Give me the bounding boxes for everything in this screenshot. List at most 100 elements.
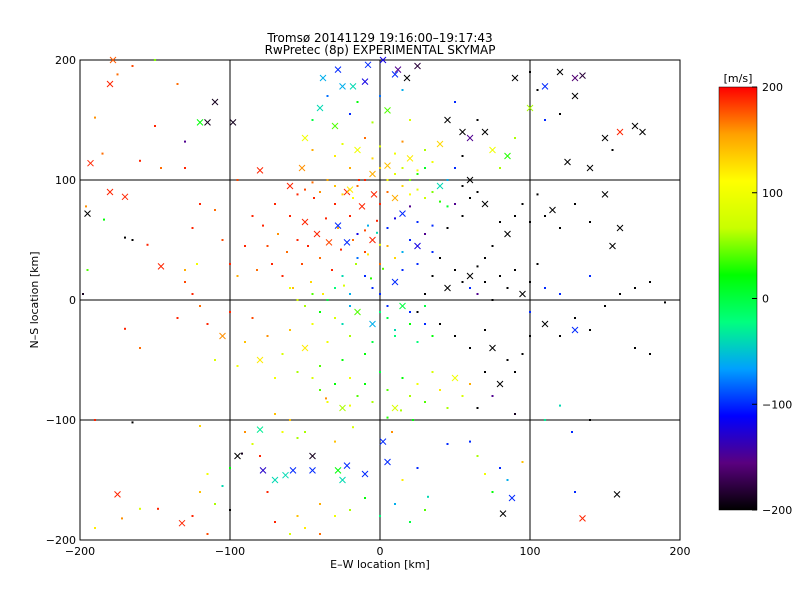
data-point-dot: [379, 167, 381, 169]
data-point-dot: [431, 335, 434, 337]
data-point-dot: [382, 267, 384, 270]
data-point-dot: [319, 311, 321, 313]
data-point-cross: [256, 167, 264, 174]
data-point-cross: [571, 92, 579, 100]
data-point-dot: [536, 193, 539, 196]
data-point-dot: [319, 257, 321, 259]
data-point-dot: [649, 281, 651, 283]
data-point-dot: [86, 269, 89, 271]
colorbar: [m/s] 200 100 0 −100 −200: [718, 72, 792, 517]
x-tick-label: −100: [215, 545, 245, 558]
data-point-dot: [499, 275, 501, 277]
data-point-dot: [352, 197, 354, 199]
data-point-dot: [439, 323, 441, 325]
data-point-cross: [325, 239, 333, 246]
data-point-dot: [229, 467, 231, 469]
data-point-dot: [341, 275, 344, 277]
data-point-dot: [160, 167, 162, 169]
data-point-dot: [355, 263, 357, 265]
data-point-dot: [322, 293, 324, 295]
data-point-dot: [139, 347, 141, 349]
colorbar-tick-label: 0: [762, 293, 769, 306]
data-point-cross: [571, 74, 579, 82]
data-point-dot: [394, 257, 396, 259]
data-point-cross: [394, 66, 402, 73]
data-point-dot: [454, 101, 456, 103]
data-point-cross: [229, 119, 237, 126]
data-point-cross: [459, 128, 466, 136]
data-point-cross: [549, 206, 556, 214]
data-point-dot: [431, 191, 434, 193]
data-point-cross: [369, 236, 376, 244]
data-point-dot: [424, 401, 426, 403]
data-point-cross: [196, 119, 204, 126]
data-point-dot: [311, 293, 314, 295]
data-point-dot: [274, 203, 276, 205]
chart-subtitle: RwPretec (8p) EXPERIMENTAL SKYMAP: [265, 43, 496, 57]
data-point-dot: [491, 245, 494, 247]
data-point-cross: [106, 80, 114, 88]
data-point-dot: [529, 221, 531, 223]
data-point-dot: [484, 473, 486, 475]
data-point-dot: [461, 281, 464, 283]
data-point-cross: [489, 146, 496, 154]
data-point-cross: [519, 290, 526, 298]
data-point-dot: [266, 245, 269, 247]
data-point-dot: [289, 419, 291, 421]
data-point-dot: [101, 152, 104, 155]
data-point-dot: [469, 287, 471, 289]
data-point-dot: [394, 503, 396, 505]
data-point-dot: [191, 227, 194, 229]
data-point-dot: [311, 149, 314, 151]
data-point-dot: [386, 191, 389, 193]
data-point-dot: [266, 491, 269, 493]
data-point-dot: [401, 377, 404, 379]
data-point-dot: [334, 383, 336, 385]
data-point-dot: [364, 353, 366, 355]
data-point-dot: [241, 452, 243, 455]
data-point-dot: [439, 389, 441, 391]
data-point-cross: [114, 491, 121, 498]
data-point-dot: [256, 269, 258, 271]
data-point-dot: [326, 401, 329, 403]
data-point-cross: [436, 182, 444, 190]
data-point-dot: [416, 383, 419, 385]
data-point-cross: [466, 272, 474, 280]
data-point-dot: [386, 416, 389, 419]
data-point-cross: [631, 122, 639, 130]
data-point-dot: [469, 197, 471, 199]
data-point-cross: [346, 186, 354, 193]
data-point-cross: [444, 284, 451, 292]
data-point-dot: [139, 507, 141, 510]
data-point-cross: [286, 182, 294, 190]
data-point-dot: [146, 243, 149, 246]
data-point-cross: [391, 71, 399, 78]
data-point-dot: [409, 193, 411, 196]
data-point-dot: [364, 251, 366, 253]
data-point-cross: [399, 210, 406, 217]
data-point-dot: [349, 305, 351, 307]
data-point-cross: [586, 164, 594, 172]
data-point-dot: [491, 491, 494, 493]
data-points: [82, 56, 666, 535]
data-point-dot: [401, 140, 404, 143]
data-point-dot: [82, 293, 84, 295]
data-point-dot: [400, 409, 402, 412]
data-point-dot: [394, 217, 396, 220]
data-point-dot: [289, 533, 291, 535]
data-point-dot: [409, 239, 411, 241]
data-point-dot: [356, 395, 359, 397]
data-point-dot: [416, 311, 419, 313]
colorbar-tick-label: −100: [762, 398, 792, 411]
data-point-cross: [157, 263, 165, 270]
data-point-cross: [256, 356, 264, 364]
x-tick-label: 200: [670, 545, 691, 558]
data-point-dot: [326, 341, 329, 343]
data-point-cross: [564, 158, 571, 166]
data-point-cross: [481, 128, 489, 136]
data-point-dot: [131, 65, 134, 67]
data-point-dot: [176, 83, 179, 85]
data-point-dot: [358, 179, 360, 181]
data-point-cross: [106, 188, 114, 196]
colorbar-ticks: 200 100 0 −100 −200: [752, 81, 792, 517]
